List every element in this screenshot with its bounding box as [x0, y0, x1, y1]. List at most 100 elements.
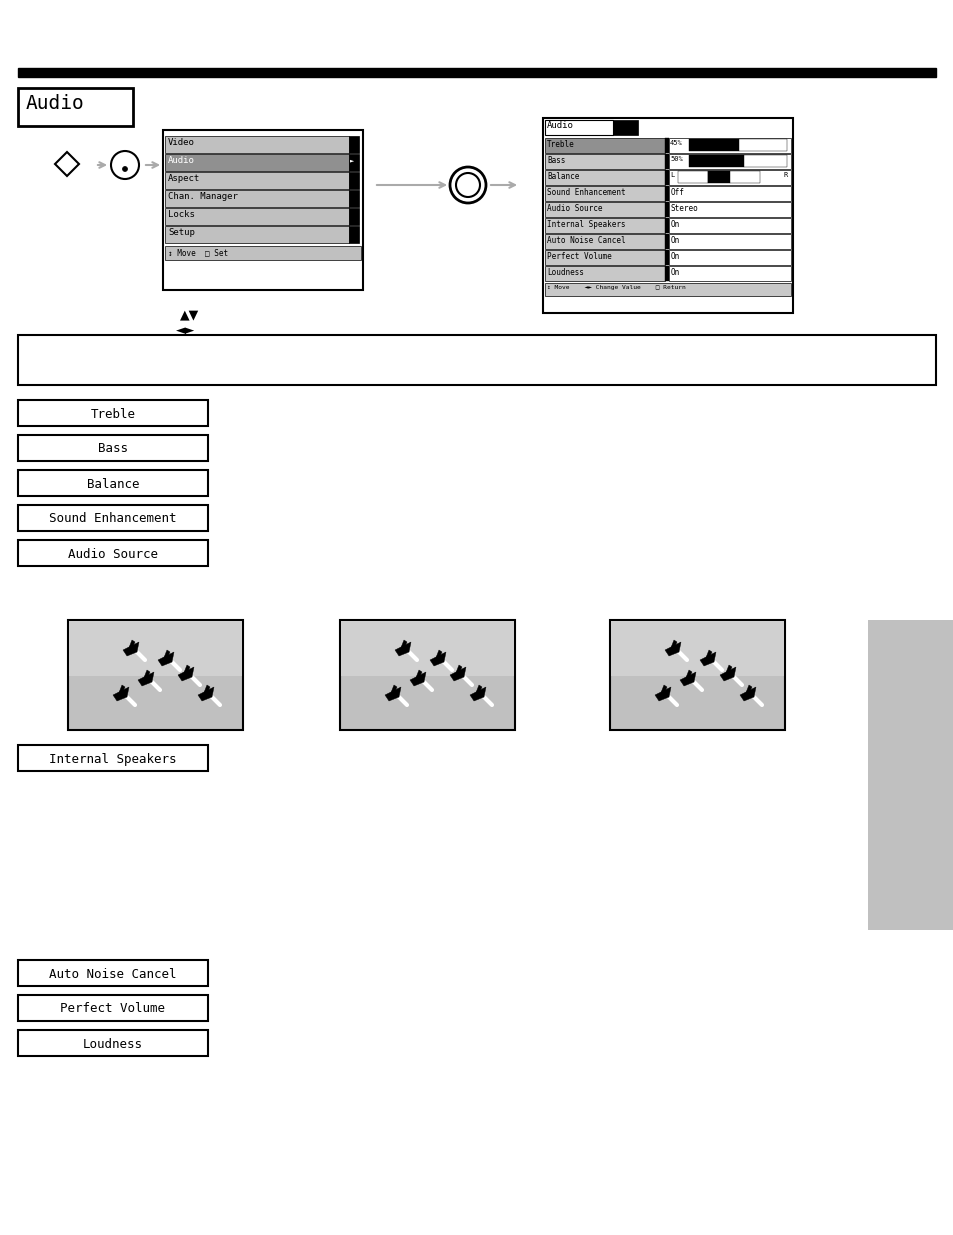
Polygon shape [128, 640, 135, 651]
Bar [544, 120, 613, 135]
Polygon shape [475, 685, 481, 697]
Circle shape [122, 167, 128, 172]
Text: Treble: Treble [546, 140, 574, 149]
Circle shape [450, 167, 485, 203]
Bar [668, 233, 790, 249]
Bar [163, 130, 363, 290]
Polygon shape [430, 652, 446, 666]
Text: Auto Noise Cancel: Auto Noise Cancel [50, 967, 176, 981]
Polygon shape [390, 685, 396, 697]
Bar [668, 138, 790, 153]
Bar [544, 186, 664, 201]
Bar [18, 88, 132, 126]
Bar [664, 233, 668, 249]
Bar [544, 266, 664, 282]
Bar [664, 170, 668, 185]
Bar [668, 266, 790, 282]
Bar [18, 745, 208, 771]
Text: Balance: Balance [87, 478, 139, 490]
Bar [688, 156, 743, 167]
Text: ↕ Move    ◄► Change Value    □ Return: ↕ Move ◄► Change Value □ Return [546, 285, 685, 290]
Polygon shape [112, 687, 129, 701]
Polygon shape [669, 640, 677, 651]
Bar [609, 620, 784, 730]
Polygon shape [720, 667, 735, 680]
Bar [18, 540, 208, 566]
Bar [544, 203, 664, 217]
Text: ►: ► [350, 157, 354, 163]
Polygon shape [435, 650, 441, 661]
Polygon shape [659, 685, 666, 697]
Bar [544, 219, 664, 233]
Bar [867, 620, 953, 930]
Text: Bass: Bass [98, 442, 128, 456]
Polygon shape [470, 687, 485, 701]
Text: On: On [670, 236, 679, 245]
Text: Audio Source: Audio Source [68, 547, 158, 561]
Bar [18, 68, 935, 77]
Bar [18, 995, 208, 1021]
Bar [729, 170, 760, 183]
Text: ▲▼: ▲▼ [180, 308, 199, 321]
Bar [165, 190, 349, 207]
Bar [165, 136, 349, 153]
Text: Audio: Audio [26, 94, 85, 112]
Polygon shape [163, 650, 170, 661]
Text: Auto Noise Cancel: Auto Noise Cancel [546, 236, 625, 245]
Bar [664, 249, 668, 266]
Polygon shape [138, 672, 153, 685]
Bar [18, 435, 208, 461]
Polygon shape [450, 667, 465, 680]
Bar [613, 120, 638, 135]
Bar [668, 186, 790, 201]
Polygon shape [395, 642, 411, 656]
Text: Balance: Balance [546, 172, 578, 182]
Bar [544, 154, 664, 169]
Text: Internal Speakers: Internal Speakers [50, 752, 176, 766]
Bar [688, 140, 739, 151]
Text: Audio Source: Audio Source [546, 204, 602, 212]
Bar [339, 620, 515, 730]
Circle shape [111, 151, 139, 179]
Polygon shape [399, 640, 407, 651]
Text: Loudness: Loudness [546, 268, 583, 277]
Polygon shape [118, 685, 125, 697]
Bar [69, 621, 242, 676]
Bar [664, 203, 668, 217]
Polygon shape [455, 664, 461, 676]
Bar [349, 190, 358, 207]
Bar [678, 170, 707, 183]
Polygon shape [143, 671, 150, 680]
Bar [349, 136, 358, 153]
Bar [707, 170, 729, 183]
Polygon shape [123, 642, 139, 656]
Text: Treble: Treble [91, 408, 135, 420]
Text: On: On [670, 220, 679, 228]
Text: Video: Video [168, 138, 194, 147]
Text: Bass: Bass [546, 156, 565, 165]
Bar [165, 207, 349, 225]
Bar [668, 203, 790, 217]
Bar [165, 154, 349, 170]
Bar [664, 219, 668, 233]
Bar [18, 400, 208, 426]
Bar [544, 138, 664, 153]
Text: Sound Enhancement: Sound Enhancement [546, 188, 625, 198]
Polygon shape [664, 642, 680, 656]
Bar [544, 233, 664, 249]
Bar [668, 154, 790, 169]
Bar [165, 172, 349, 189]
Bar [542, 119, 792, 312]
Bar [544, 283, 790, 296]
Bar [18, 471, 208, 496]
Bar [668, 219, 790, 233]
Bar [18, 1030, 208, 1056]
Polygon shape [55, 152, 79, 177]
Bar [349, 207, 358, 225]
Text: L: L [669, 172, 674, 178]
Text: 45%: 45% [669, 140, 682, 146]
Polygon shape [415, 671, 421, 680]
Text: Setup: Setup [168, 228, 194, 237]
Bar [349, 226, 358, 243]
Bar [743, 156, 786, 167]
